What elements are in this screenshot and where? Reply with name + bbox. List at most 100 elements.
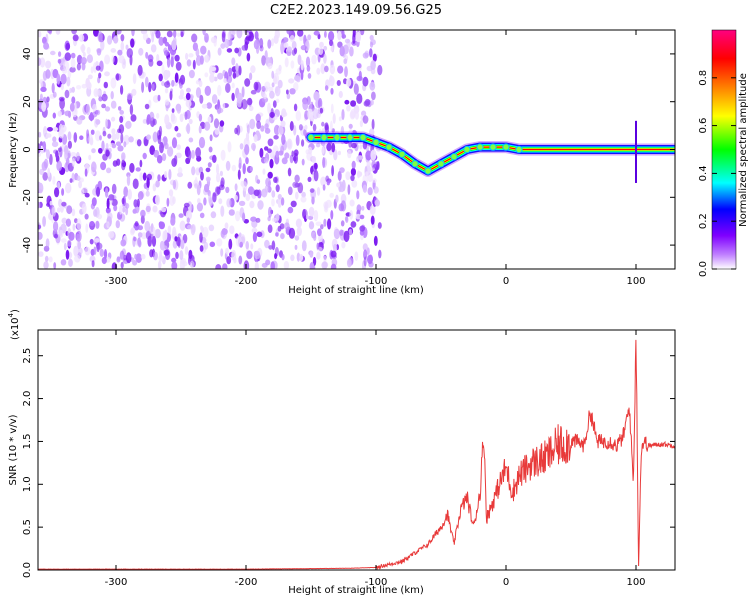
noise-blob	[57, 181, 61, 190]
noise-blob	[47, 127, 53, 132]
noise-blob	[253, 39, 260, 50]
noise-blob	[339, 229, 344, 236]
noise-blob	[91, 260, 95, 268]
noise-blob	[350, 221, 357, 228]
noise-blob	[265, 177, 271, 187]
noise-blob	[307, 176, 312, 182]
noise-blob	[273, 75, 278, 84]
noise-blob	[176, 106, 181, 114]
noise-blob	[244, 144, 250, 156]
noise-blob	[202, 226, 209, 238]
y-tick-label: 2.0	[22, 391, 33, 407]
noise-blob	[339, 167, 345, 174]
noise-blob	[152, 183, 157, 192]
noise-blob	[38, 57, 42, 66]
snr-ylabel: SNR (10 * v/v)	[8, 414, 19, 485]
noise-blob	[57, 110, 62, 117]
noise-blob	[228, 238, 233, 250]
noise-blob	[204, 85, 211, 96]
noise-blob	[367, 187, 373, 196]
noise-blob	[67, 150, 71, 159]
noise-blob	[174, 54, 180, 62]
noise-blob	[226, 75, 233, 84]
noise-blob	[362, 115, 369, 124]
noise-blob	[110, 48, 117, 53]
noise-blob	[76, 85, 82, 90]
noise-blob	[291, 150, 295, 157]
noise-blob	[316, 67, 321, 75]
noise-blob	[207, 116, 212, 123]
noise-blob	[286, 89, 289, 95]
noise-blob	[38, 182, 44, 194]
noise-blob	[173, 37, 177, 46]
noise-blob	[259, 147, 264, 158]
noise-blob	[291, 49, 296, 56]
noise-blob	[323, 255, 327, 264]
noise-blob	[220, 248, 224, 257]
noise-blob	[207, 162, 212, 168]
noise-blob	[64, 89, 70, 99]
ridge-point	[450, 153, 458, 161]
noise-blob	[188, 249, 193, 260]
noise-blob	[166, 30, 173, 38]
noise-blob	[330, 120, 333, 132]
noise-blob	[128, 136, 134, 143]
noise-blob	[287, 46, 292, 52]
noise-blob	[134, 221, 139, 227]
noise-blob	[52, 112, 56, 119]
noise-blob	[96, 48, 102, 56]
noise-blob	[309, 188, 315, 193]
noise-blob	[158, 221, 165, 230]
noise-blob	[238, 65, 242, 76]
noise-blob	[53, 221, 59, 232]
noise-blob	[369, 34, 374, 41]
noise-blob	[313, 210, 319, 222]
noise-blob	[111, 128, 116, 135]
x-tick-label: 100	[626, 276, 645, 287]
noise-blob	[107, 35, 113, 45]
noise-blob	[251, 142, 256, 151]
noise-blob	[290, 200, 297, 208]
noise-blob	[270, 261, 275, 269]
noise-blob	[237, 169, 241, 180]
noise-blob	[377, 64, 383, 76]
noise-blob	[92, 103, 97, 112]
ridge-point	[398, 150, 406, 159]
noise-blob	[64, 52, 72, 61]
noise-blob	[244, 78, 251, 87]
noise-blob	[346, 258, 352, 268]
noise-blob	[308, 206, 315, 217]
noise-blob	[261, 85, 266, 92]
noise-blob	[287, 206, 294, 214]
noise-blob	[184, 246, 189, 255]
noise-blob	[95, 109, 101, 116]
noise-blob	[72, 223, 76, 231]
noise-blob	[84, 213, 89, 220]
noise-blob	[351, 142, 357, 149]
noise-blob	[320, 63, 326, 75]
noise-blob	[328, 75, 335, 87]
noise-blob	[81, 188, 85, 195]
noise-blob	[132, 208, 137, 214]
noise-blob	[204, 33, 209, 43]
noise-blob	[372, 53, 377, 62]
noise-blob	[137, 64, 143, 76]
noise-blob	[368, 254, 373, 263]
noise-blob	[55, 150, 59, 159]
noise-blob	[97, 31, 103, 43]
noise-blob	[116, 256, 121, 261]
y-tick-label: 20	[22, 95, 33, 108]
noise-blob	[94, 238, 101, 243]
noise-blob	[254, 250, 261, 260]
noise-blob	[226, 48, 233, 53]
noise-blob	[226, 256, 232, 265]
noise-blob	[297, 54, 302, 66]
noise-blob	[337, 30, 342, 41]
spectrogram-xlabel: Height of straight line (km)	[288, 285, 424, 296]
noise-blob	[250, 89, 257, 95]
noise-blob	[90, 66, 94, 74]
noise-blob	[330, 103, 334, 114]
noise-blob	[195, 79, 201, 85]
noise-blob	[67, 140, 72, 149]
spectrogram-ylabel: Frequency (Hz)	[8, 112, 19, 188]
